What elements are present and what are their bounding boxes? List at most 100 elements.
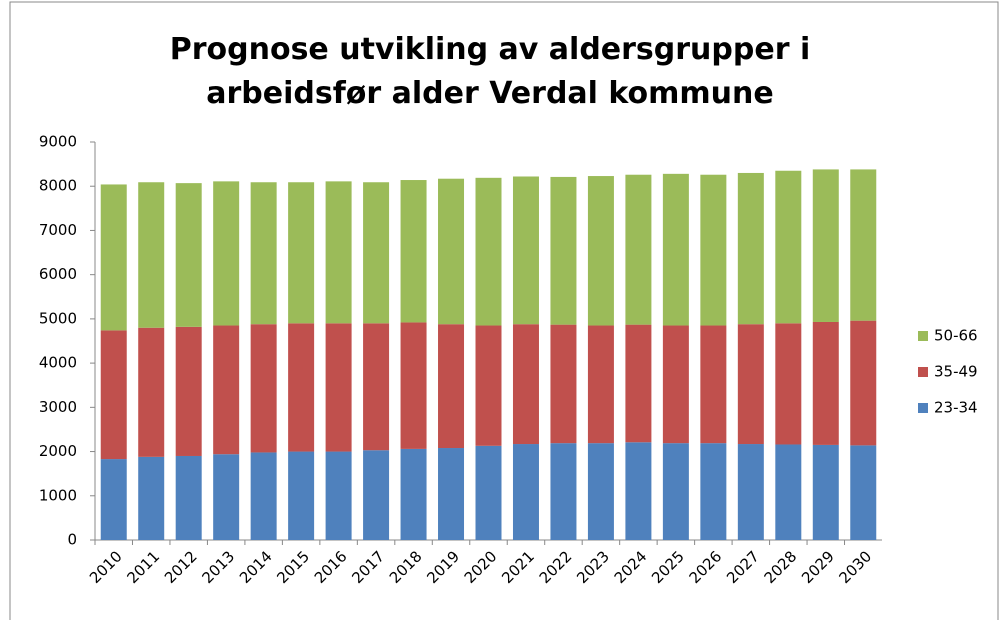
bar-segment — [512, 176, 539, 325]
bar-segment — [812, 169, 839, 322]
bar-segment — [850, 320, 877, 446]
x-tick-label: 2020 — [461, 547, 501, 587]
bar-segment — [512, 324, 539, 445]
x-tick-label: 2030 — [836, 547, 876, 587]
bar-segment — [475, 325, 502, 446]
bar-segment — [775, 323, 802, 445]
bar-segment — [850, 169, 877, 321]
x-tick-label: 2021 — [498, 547, 538, 587]
bar-segment — [138, 456, 165, 540]
bar-segment — [700, 443, 727, 540]
bar-segment — [587, 443, 614, 540]
bar-segment — [288, 323, 315, 452]
x-tick-label: 2017 — [348, 547, 388, 587]
x-tick-label: 2018 — [386, 547, 426, 587]
bar-segment — [175, 455, 202, 540]
x-tick-label: 2024 — [611, 547, 651, 587]
bar-segment — [288, 451, 315, 540]
chart-frame — [9, 1, 999, 620]
bar-segment — [325, 323, 352, 452]
x-tick-label: 2011 — [123, 547, 163, 587]
chart-title: Prognose utvikling av aldersgrupper i ar… — [169, 32, 811, 111]
bar-segment — [662, 325, 689, 444]
x-tick-label: 2019 — [423, 547, 463, 587]
bar-segment — [175, 183, 202, 327]
y-tick-label: 4000 — [39, 354, 77, 372]
bar-segment — [100, 330, 127, 460]
bar-segment — [850, 445, 877, 540]
bar-segment — [512, 444, 539, 540]
x-tick-label: 2016 — [311, 547, 351, 587]
x-tick-label: 2029 — [798, 547, 838, 587]
legend-swatch — [918, 403, 928, 413]
bar-segment — [737, 444, 764, 540]
bar-segment — [250, 182, 277, 325]
bar-segment — [662, 173, 689, 326]
bar-segment — [700, 325, 727, 444]
legend-label: 23-34 — [934, 399, 978, 417]
bar-segment — [250, 452, 277, 540]
legend-swatch — [918, 331, 928, 341]
bar-segment — [625, 442, 652, 540]
bar-segment — [775, 170, 802, 324]
y-tick-label: 8000 — [39, 177, 77, 195]
x-tick-label: 2015 — [273, 547, 313, 587]
bar-segment — [662, 443, 689, 540]
bar-segment — [812, 321, 839, 445]
bar-segment — [550, 324, 577, 444]
x-tick-label: 2026 — [686, 547, 726, 587]
bar-segment — [288, 182, 315, 324]
bar-segment — [625, 174, 652, 325]
y-tick-label: 1000 — [39, 486, 77, 504]
x-tick-label: 2022 — [536, 547, 576, 587]
bar-segment — [363, 323, 390, 451]
x-tick-label: 2012 — [161, 547, 201, 587]
bar-segment — [737, 324, 764, 445]
bar-segment — [475, 177, 502, 326]
bar-segment — [700, 174, 727, 326]
bar-segment — [775, 444, 802, 540]
bar-segment — [213, 181, 240, 326]
legend-swatch — [918, 367, 928, 377]
bar-segment — [550, 443, 577, 540]
bar-segment — [213, 325, 240, 455]
bar-segment — [325, 181, 352, 324]
bar-segment — [812, 444, 839, 540]
x-tick-label: 2010 — [86, 547, 126, 587]
legend-label: 50-66 — [934, 327, 978, 345]
x-tick-label: 2013 — [198, 547, 238, 587]
bar-segment — [175, 326, 202, 456]
x-tick-label: 2028 — [761, 547, 801, 587]
bar-segment — [250, 324, 277, 453]
y-tick-label: 9000 — [39, 133, 77, 151]
x-tick-label: 2025 — [648, 547, 688, 587]
bar-segment — [438, 448, 465, 540]
bar-segment — [400, 448, 427, 540]
bar-segment — [363, 182, 390, 324]
bar-segment — [475, 445, 502, 540]
x-tick-label: 2014 — [236, 547, 276, 587]
bar-segment — [100, 184, 127, 331]
bar-segment — [213, 454, 240, 540]
y-tick-label: 5000 — [39, 309, 77, 327]
bar-segment — [625, 324, 652, 443]
x-tick-label: 2027 — [723, 547, 763, 587]
y-tick-label: 6000 — [39, 265, 77, 283]
bar-segment — [737, 172, 764, 325]
y-tick-label: 3000 — [39, 398, 77, 416]
y-tick-label: 2000 — [39, 442, 77, 460]
y-tick-label: 7000 — [39, 221, 77, 239]
bar-segment — [138, 327, 165, 457]
bar-segment — [100, 459, 127, 540]
bar-segment — [325, 451, 352, 540]
bar-segment — [587, 325, 614, 444]
legend-label: 35-49 — [934, 363, 978, 381]
bar-segment — [587, 176, 614, 326]
y-tick-label: 0 — [67, 531, 77, 549]
x-tick-label: 2023 — [573, 547, 613, 587]
bar-segment — [550, 176, 577, 325]
bar-segment — [438, 324, 465, 449]
bar-segment — [400, 322, 427, 449]
